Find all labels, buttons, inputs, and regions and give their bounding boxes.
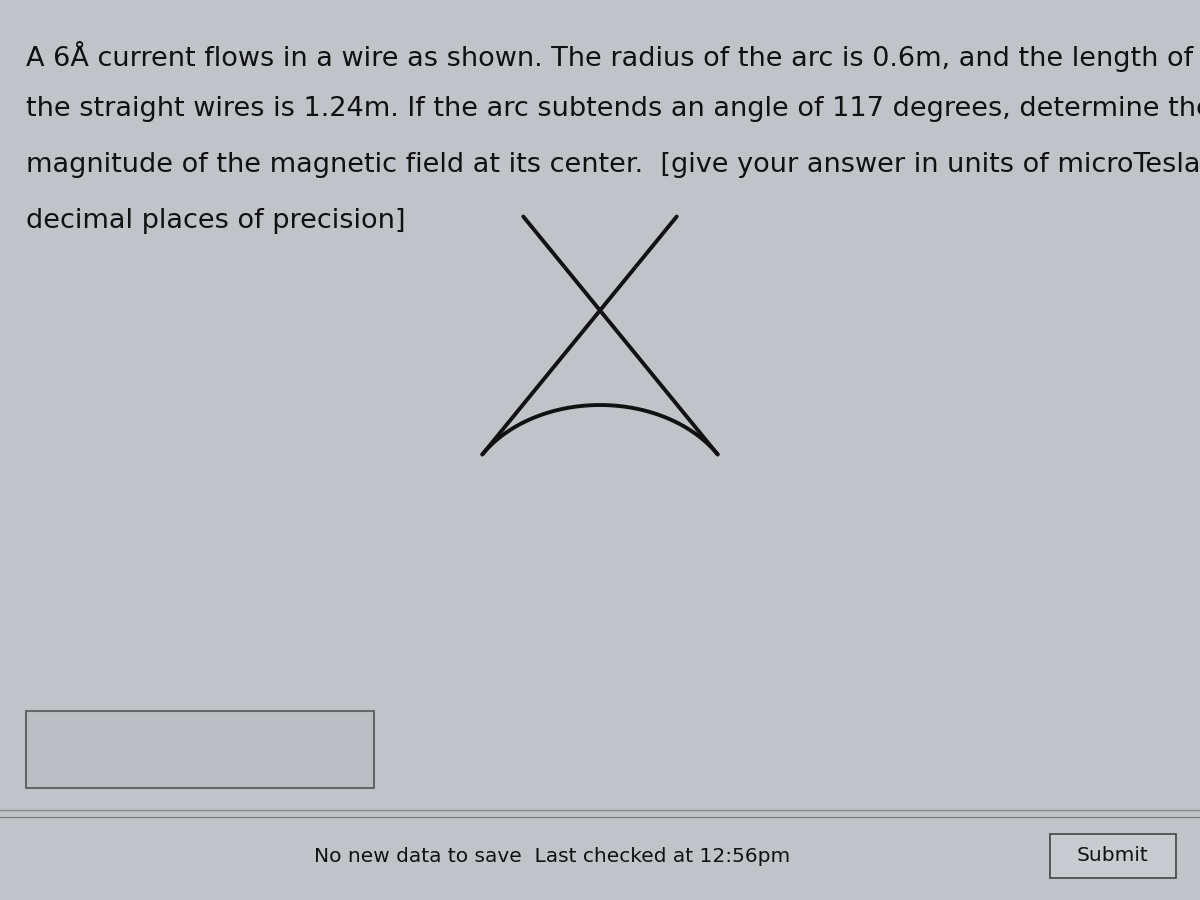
Text: decimal places of precision]: decimal places of precision] xyxy=(26,208,406,234)
Text: the straight wires is 1.24m. If the arc subtends an angle of 117 degrees, determ: the straight wires is 1.24m. If the arc … xyxy=(26,96,1200,122)
Text: No new data to save  Last checked at 12:56pm: No new data to save Last checked at 12:5… xyxy=(314,847,790,867)
Text: A 6Å current flows in a wire as shown. The radius of the arc is 0.6m, and the le: A 6Å current flows in a wire as shown. T… xyxy=(26,40,1200,71)
Bar xyxy=(1050,834,1176,878)
Text: magnitude of the magnetic field at its center.  [give your answer in units of mi: magnitude of the magnetic field at its c… xyxy=(26,152,1200,178)
Text: Submit: Submit xyxy=(1078,846,1148,866)
Bar xyxy=(26,711,374,788)
